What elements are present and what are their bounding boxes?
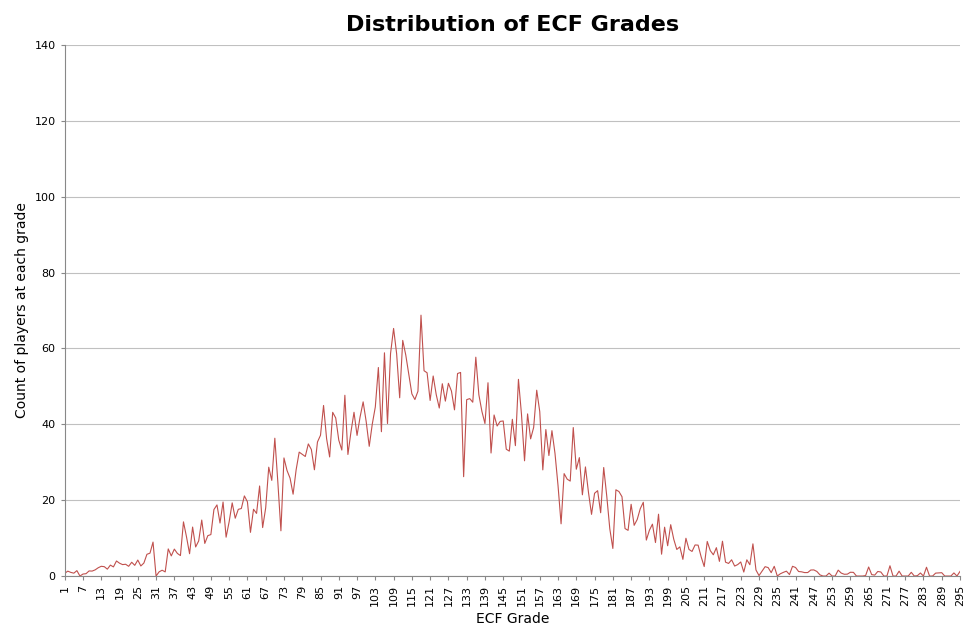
X-axis label: ECF Grade: ECF Grade (475, 612, 549, 626)
Y-axis label: Count of players at each grade: Count of players at each grade (15, 203, 29, 419)
Title: Distribution of ECF Grades: Distribution of ECF Grades (346, 15, 679, 35)
